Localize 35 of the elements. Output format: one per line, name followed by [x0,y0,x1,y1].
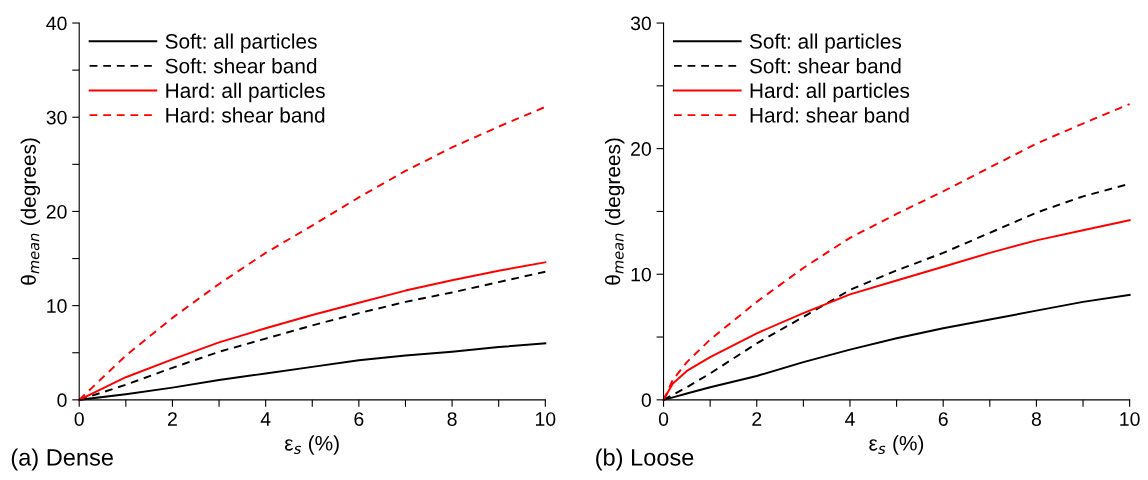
legend-label: Soft: all particles [749,33,902,53]
x-tick-label: 8 [447,412,457,426]
legend-label: Hard: shear band [166,107,325,123]
x-axis-title: ε$_{s}$ (%) [284,435,339,455]
text: (b) Loose [596,448,694,471]
legend-label: Soft: all particles [165,33,317,53]
x-tick-label: 10 [1120,412,1140,426]
x-tick-label: 2 [168,412,177,426]
y-tick-label: 0 [57,393,67,408]
y-tick-label: 0 [641,393,651,408]
x-tick-label: 0 [74,412,84,426]
legend-label: Hard: all particles [750,82,910,103]
y-tick-label: 20 [631,142,651,156]
y-tick-label: 30 [630,16,651,31]
legend-label: Hard: all particles [166,82,325,103]
x-tick-label: 4 [845,412,855,426]
y-tick-label: 20 [46,204,67,219]
x-tick-label: 4 [260,412,271,426]
y-tick-label: 30 [46,110,67,125]
x-tick-label: 10 [535,412,556,426]
y-tick-label: 40 [46,16,67,31]
legend-label: Hard: shear band [750,107,909,123]
legend-label: Soft: shear band [165,58,317,74]
legend-label: Soft: shear band [749,58,901,74]
x-tick-label: 2 [752,412,762,426]
x-tick-label: 8 [1031,412,1041,426]
x-axis-title: ε$_{s}$ (%) [869,435,924,455]
y-axis-title: θ$_{mean}$ (degrees) [604,138,625,285]
x-tick-label: 6 [354,412,364,426]
y-tick-label: 10 [631,267,651,282]
x-tick-label: 0 [658,412,669,426]
text: (a) Dense [11,448,113,471]
x-tick-label: 6 [938,412,948,426]
y-tick-label: 10 [47,299,67,313]
y-axis-title: θ$_{mean}$ (degrees) [20,138,41,285]
